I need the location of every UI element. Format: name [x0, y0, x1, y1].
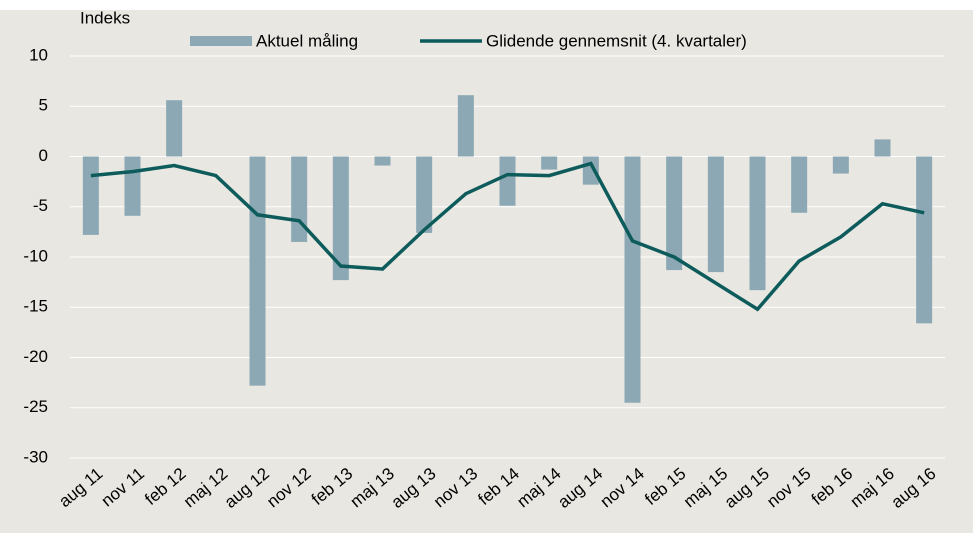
- legend-swatch: [190, 36, 252, 46]
- bar: [916, 156, 933, 324]
- bar: [166, 100, 183, 157]
- legend-label: Aktuel måling: [256, 31, 358, 50]
- bar: [249, 156, 266, 386]
- bar: [749, 156, 766, 291]
- bar: [707, 156, 724, 273]
- bar: [124, 156, 141, 216]
- y-tick-label: -20: [23, 347, 48, 366]
- chart-background: [0, 10, 973, 533]
- y-tick-label: -30: [23, 447, 48, 466]
- y-tick-label: 5: [39, 96, 48, 115]
- bar: [791, 156, 808, 213]
- bar: [832, 156, 849, 174]
- y-tick-label: -25: [23, 397, 48, 416]
- y-tick-label: -15: [23, 297, 48, 316]
- y-axis-label: Indeks: [80, 8, 130, 27]
- line: [90, 161, 925, 312]
- bar: [499, 156, 516, 206]
- bar: [416, 156, 433, 233]
- y-tick-label: -5: [33, 196, 48, 215]
- bar: [624, 156, 641, 403]
- bar: [666, 156, 683, 271]
- bar: [541, 156, 558, 170]
- legend-label: Glidende gennemsnit (4. kvartaler): [486, 31, 747, 50]
- y-tick-label: 10: [29, 45, 48, 64]
- bar: [457, 95, 474, 157]
- bar: [332, 156, 349, 281]
- bar: [82, 156, 99, 235]
- y-tick-label: -10: [23, 246, 48, 265]
- bar: [374, 156, 391, 166]
- bar: [874, 139, 891, 157]
- y-tick-label: 0: [39, 146, 48, 165]
